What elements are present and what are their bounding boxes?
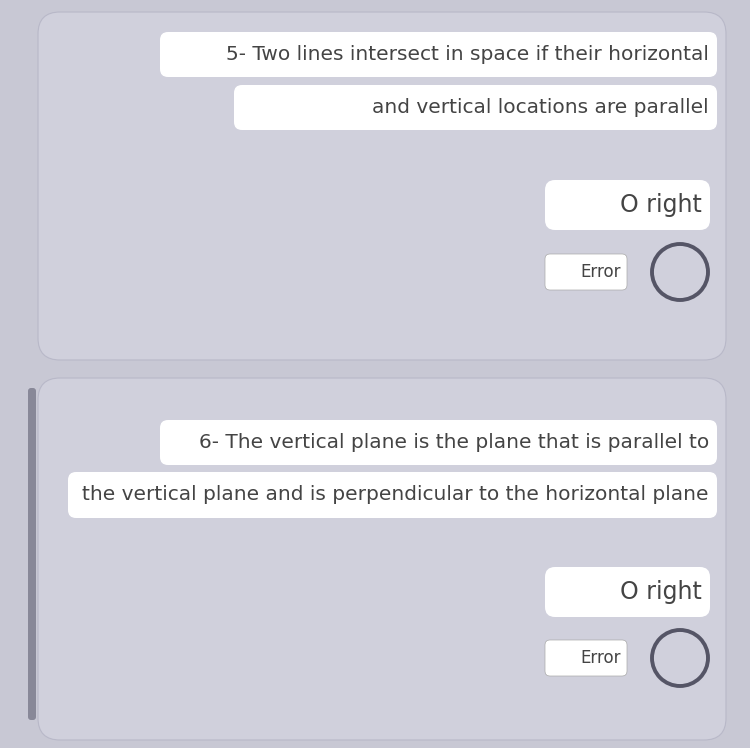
Circle shape bbox=[652, 244, 708, 300]
FancyBboxPatch shape bbox=[38, 378, 726, 740]
Text: Error: Error bbox=[580, 263, 621, 281]
Text: O right: O right bbox=[620, 580, 702, 604]
FancyBboxPatch shape bbox=[545, 640, 627, 676]
Text: and vertical locations are parallel: and vertical locations are parallel bbox=[372, 98, 709, 117]
FancyBboxPatch shape bbox=[545, 567, 710, 617]
Text: 6- The vertical plane is the plane that is parallel to: 6- The vertical plane is the plane that … bbox=[199, 433, 709, 452]
FancyBboxPatch shape bbox=[234, 85, 717, 130]
Text: O right: O right bbox=[620, 193, 702, 217]
FancyBboxPatch shape bbox=[545, 254, 627, 290]
FancyBboxPatch shape bbox=[68, 472, 717, 518]
FancyBboxPatch shape bbox=[28, 388, 36, 720]
Text: 5- Two lines intersect in space if their horizontal: 5- Two lines intersect in space if their… bbox=[226, 45, 709, 64]
FancyBboxPatch shape bbox=[160, 32, 717, 77]
Text: the vertical plane and is perpendicular to the horizontal plane: the vertical plane and is perpendicular … bbox=[82, 485, 709, 504]
Circle shape bbox=[652, 630, 708, 686]
FancyBboxPatch shape bbox=[545, 180, 710, 230]
FancyBboxPatch shape bbox=[160, 420, 717, 465]
Text: Error: Error bbox=[580, 649, 621, 667]
FancyBboxPatch shape bbox=[38, 12, 726, 360]
